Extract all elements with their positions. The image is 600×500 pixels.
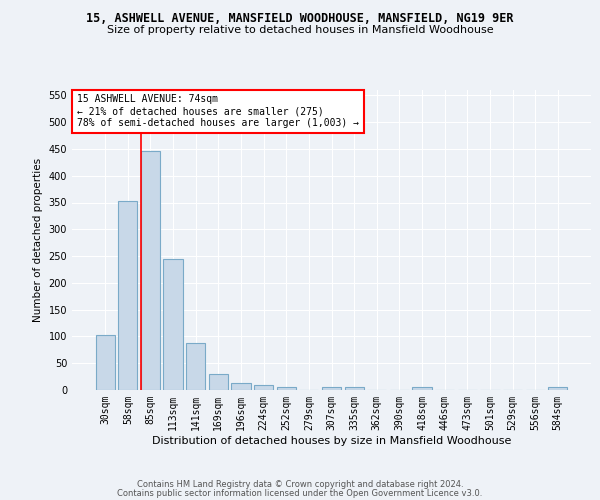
Bar	[232, 383, 251, 390]
Bar	[118, 201, 137, 390]
X-axis label: Distribution of detached houses by size in Mansfield Woodhouse: Distribution of detached houses by size …	[152, 436, 511, 446]
Text: 15, ASHWELL AVENUE, MANSFIELD WOODHOUSE, MANSFIELD, NG19 9ER: 15, ASHWELL AVENUE, MANSFIELD WOODHOUSE,…	[86, 12, 514, 26]
Bar	[209, 374, 228, 390]
Bar	[163, 259, 183, 390]
Bar	[322, 388, 341, 390]
Text: 15 ASHWELL AVENUE: 74sqm
← 21% of detached houses are smaller (275)
78% of semi-: 15 ASHWELL AVENUE: 74sqm ← 21% of detach…	[77, 94, 359, 128]
Bar	[344, 388, 364, 390]
Text: Size of property relative to detached houses in Mansfield Woodhouse: Size of property relative to detached ho…	[107, 25, 493, 35]
Text: Contains HM Land Registry data © Crown copyright and database right 2024.: Contains HM Land Registry data © Crown c…	[137, 480, 463, 489]
Y-axis label: Number of detached properties: Number of detached properties	[33, 158, 43, 322]
Bar	[412, 387, 431, 390]
Bar	[548, 388, 568, 390]
Bar	[277, 388, 296, 390]
Bar	[95, 335, 115, 390]
Bar	[186, 343, 205, 390]
Bar	[254, 385, 273, 390]
Text: Contains public sector information licensed under the Open Government Licence v3: Contains public sector information licen…	[118, 489, 482, 498]
Bar	[141, 150, 160, 390]
